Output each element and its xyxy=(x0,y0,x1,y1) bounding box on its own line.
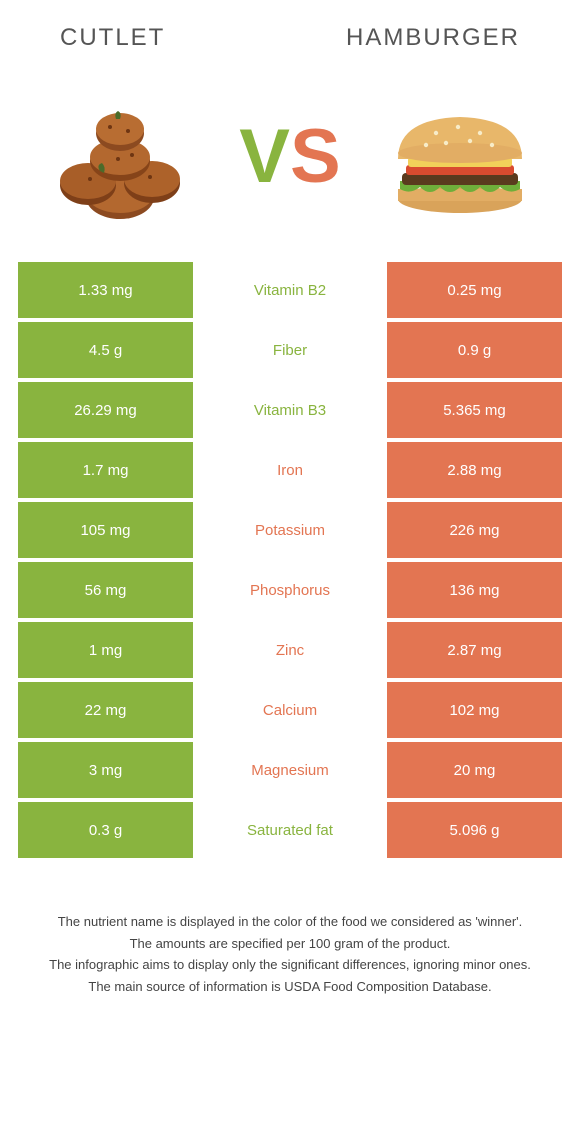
value-right: 102 mg xyxy=(387,682,562,738)
value-left: 26.29 mg xyxy=(18,382,193,438)
value-left: 1 mg xyxy=(18,622,193,678)
nutrient-name: Vitamin B2 xyxy=(193,262,387,318)
value-left: 3 mg xyxy=(18,742,193,798)
vs-v-letter: V xyxy=(239,119,290,195)
value-left: 1.33 mg xyxy=(18,262,193,318)
value-left: 56 mg xyxy=(18,562,193,618)
food-title-left: Cutlet xyxy=(60,24,165,52)
value-left: 105 mg xyxy=(18,502,193,558)
nutrient-name: Zinc xyxy=(193,622,387,678)
vs-label: VS xyxy=(239,119,340,195)
table-row: 1.33 mgVitamin B20.25 mg xyxy=(18,262,562,318)
nutrient-name: Calcium xyxy=(193,682,387,738)
value-right: 5.096 g xyxy=(387,802,562,858)
table-row: 56 mgPhosphorus136 mg xyxy=(18,562,562,618)
nutrient-name: Phosphorus xyxy=(193,562,387,618)
table-row: 105 mgPotassium226 mg xyxy=(18,502,562,558)
value-right: 0.9 g xyxy=(387,322,562,378)
footnotes: The nutrient name is displayed in the co… xyxy=(0,862,580,996)
value-right: 136 mg xyxy=(387,562,562,618)
header-row: Cutlet Hamburger xyxy=(0,0,580,62)
nutrient-name: Vitamin B3 xyxy=(193,382,387,438)
nutrient-name: Saturated fat xyxy=(193,802,387,858)
nutrient-table: 1.33 mgVitamin B20.25 mg4.5 gFiber0.9 g2… xyxy=(0,262,580,858)
value-left: 22 mg xyxy=(18,682,193,738)
value-left: 1.7 mg xyxy=(18,442,193,498)
table-row: 0.3 gSaturated fat5.096 g xyxy=(18,802,562,858)
table-row: 1 mgZinc2.87 mg xyxy=(18,622,562,678)
value-right: 20 mg xyxy=(387,742,562,798)
value-left: 4.5 g xyxy=(18,322,193,378)
value-left: 0.3 g xyxy=(18,802,193,858)
footnote-line: The main source of information is USDA F… xyxy=(26,977,554,997)
food-title-right: Hamburger xyxy=(346,24,520,52)
value-right: 5.365 mg xyxy=(387,382,562,438)
footnote-line: The infographic aims to display only the… xyxy=(26,955,554,975)
vs-s-letter: S xyxy=(290,119,341,195)
cutlet-illustration xyxy=(40,77,200,237)
table-row: 4.5 gFiber0.9 g xyxy=(18,322,562,378)
table-row: 1.7 mgIron2.88 mg xyxy=(18,442,562,498)
table-row: 22 mgCalcium102 mg xyxy=(18,682,562,738)
value-right: 2.88 mg xyxy=(387,442,562,498)
nutrient-name: Fiber xyxy=(193,322,387,378)
footnote-line: The nutrient name is displayed in the co… xyxy=(26,912,554,932)
hamburger-illustration xyxy=(380,77,540,237)
value-right: 2.87 mg xyxy=(387,622,562,678)
footnote-line: The amounts are specified per 100 gram o… xyxy=(26,934,554,954)
nutrient-name: Magnesium xyxy=(193,742,387,798)
hero-row: VS xyxy=(0,62,580,262)
value-right: 0.25 mg xyxy=(387,262,562,318)
nutrient-name: Potassium xyxy=(193,502,387,558)
table-row: 3 mgMagnesium20 mg xyxy=(18,742,562,798)
table-row: 26.29 mgVitamin B35.365 mg xyxy=(18,382,562,438)
nutrient-name: Iron xyxy=(193,442,387,498)
value-right: 226 mg xyxy=(387,502,562,558)
